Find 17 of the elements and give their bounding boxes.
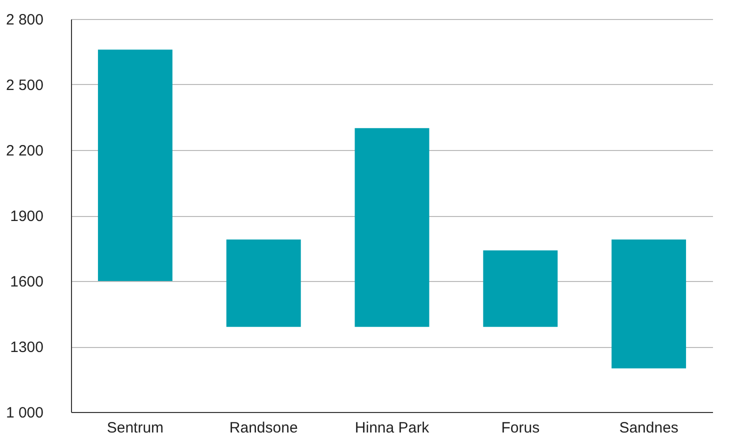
bar: [98, 50, 172, 281]
bar: [354, 128, 430, 327]
y-tick-label: 2 500: [6, 77, 44, 94]
x-tick-label: Randsone: [229, 420, 298, 436]
x-tick-label: Sentrum: [106, 420, 164, 436]
x-tick-label: Sandnes: [619, 420, 678, 436]
y-tick-label: 1900: [10, 208, 44, 225]
y-tick-label: 1300: [10, 339, 44, 356]
bar: [483, 250, 558, 327]
y-tick-label: 1 000: [6, 404, 44, 422]
bar: [226, 240, 301, 327]
x-tick-label: Forus: [501, 420, 540, 436]
x-tick-label: Hinna Park: [354, 420, 430, 436]
y-tick-label: 1600: [10, 274, 44, 290]
bar: [612, 240, 686, 368]
y-tick-label: 2 200: [6, 142, 44, 160]
y-tick-label: 2 800: [6, 12, 44, 28]
